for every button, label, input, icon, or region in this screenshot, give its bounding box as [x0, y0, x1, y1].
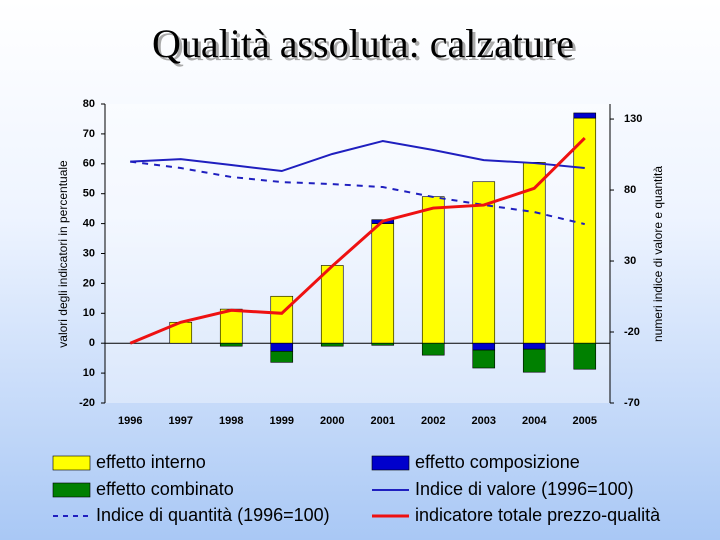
y-tick-label: 10: [83, 367, 95, 379]
y-tick-label: 50: [83, 188, 95, 200]
y-tick-label: 60: [83, 158, 95, 170]
bar: [320, 265, 344, 344]
x-tick-label: 2005: [573, 415, 597, 427]
y-tick-label: -20: [79, 397, 95, 409]
bar: [472, 342, 496, 351]
line: [129, 137, 586, 345]
y2-tick-label: -20: [624, 326, 640, 338]
y2-axis-label: numeri indice di valore e quantità: [651, 166, 665, 342]
y2-tick-label: 130: [624, 113, 642, 125]
legend-label: effetto composizione: [415, 452, 580, 472]
bar: [270, 342, 294, 352]
y-tick-label: 40: [83, 218, 95, 230]
bar: [573, 342, 597, 370]
bar: [219, 342, 243, 347]
y2-tick-label: 30: [624, 255, 636, 267]
legend-label: Indice di quantità (1996=100): [96, 505, 330, 525]
bar: [270, 295, 294, 344]
chart-title: Qualità assoluta: calzature: [152, 21, 574, 66]
bar: [573, 112, 597, 119]
x-tick-label: 2003: [472, 415, 496, 427]
legend-swatch: [52, 455, 91, 471]
y2-tick-label: -70: [624, 397, 640, 409]
x-tick-label: 1997: [169, 415, 193, 427]
chart-title-shadow: Qualità assoluta: calzature: [155, 24, 577, 69]
x-tick-label: 1998: [219, 415, 243, 427]
x-tick-label: 2004: [522, 415, 547, 427]
bar: [371, 223, 395, 344]
line: [130, 160, 585, 226]
legend-label: effetto combinato: [96, 479, 234, 499]
y-tick-label: 30: [83, 247, 95, 259]
legend-swatch: [52, 482, 91, 498]
bar: [573, 117, 597, 344]
bar: [270, 350, 294, 363]
legend-label: effetto interno: [96, 452, 206, 472]
bar: [421, 342, 445, 356]
line: [130, 140, 585, 173]
y2-tick-label: 80: [624, 184, 636, 196]
x-tick-label: 1996: [118, 415, 142, 427]
bar: [320, 342, 344, 347]
y-tick-label: 20: [83, 277, 95, 289]
x-tick-label: 2000: [320, 415, 344, 427]
legend-label: indicatore totale prezzo-qualità: [415, 505, 661, 525]
bar: [522, 348, 546, 373]
legend-swatch: [371, 455, 410, 471]
legend-label: Indice di valore (1996=100): [415, 479, 634, 499]
bar: [421, 196, 445, 344]
y-tick-label: 0: [89, 337, 95, 349]
bar: [219, 308, 243, 344]
bar: [472, 349, 496, 369]
y-tick-label: 10: [83, 307, 95, 319]
bar: [371, 342, 395, 346]
bar: [522, 342, 546, 350]
y-tick-label: 70: [83, 128, 95, 140]
x-tick-label: 2002: [421, 415, 445, 427]
x-tick-label: 1999: [270, 415, 294, 427]
x-tick-label: 2001: [371, 415, 395, 427]
y-tick-label: 80: [83, 98, 95, 110]
y-axis-label: valori degli indicatori in percentuale: [56, 160, 70, 348]
